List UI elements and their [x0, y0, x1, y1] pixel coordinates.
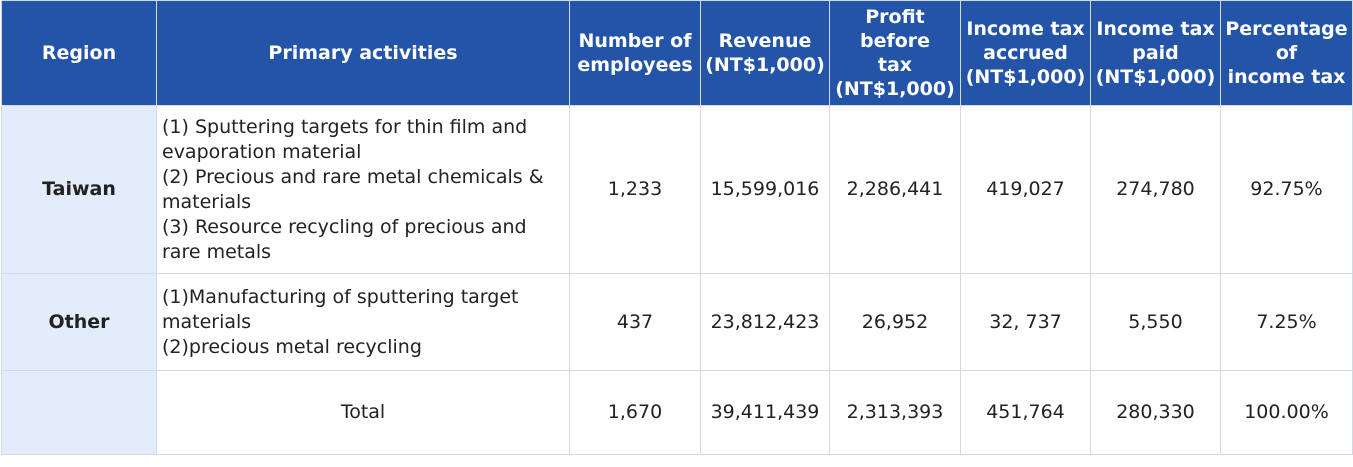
total-label: Total: [156, 370, 570, 455]
activity-item: (2) Precious and rare metal chemicals & …: [162, 165, 544, 213]
employees-cell: 1,670: [569, 370, 701, 455]
tax-paid-cell: 280,330: [1090, 370, 1221, 455]
percentage-cell: 92.75%: [1220, 105, 1353, 274]
tax-paid-cell: 274,780: [1090, 105, 1221, 274]
percentage-cell: 7.25%: [1220, 273, 1353, 371]
tax-accrued-cell: 451,764: [960, 370, 1091, 455]
profit-cell: 2,313,393: [829, 370, 961, 455]
table-row-other: Other (1)Manufacturing of sputtering tar…: [1, 273, 1353, 371]
revenue-cell: 15,599,016: [700, 105, 830, 274]
percentage-cell: 100.00%: [1220, 370, 1353, 455]
tax-accrued-cell: 419,027: [960, 105, 1091, 274]
header-employees: Number of employees: [569, 0, 701, 106]
table-row-total: Total 1,670 39,411,439 2,313,393 451,764…: [1, 370, 1353, 455]
activity-item: (1)Manufacturing of sputtering target ma…: [162, 285, 519, 333]
header-row: Region Primary activities Number of empl…: [1, 0, 1353, 106]
tax-accrued-cell: 32, 737: [960, 273, 1091, 371]
header-tax-accrued: Income tax accrued (NT$1,000): [960, 0, 1091, 106]
header-profit: Profit before tax (NT$1,000): [829, 0, 961, 106]
activity-item: (1) Sputtering targets for thin film and…: [162, 115, 528, 163]
employees-cell: 437: [569, 273, 701, 371]
activity-item: (2)precious metal recycling: [162, 335, 422, 358]
region-cell: Other: [1, 273, 157, 371]
income-tax-table: Region Primary activities Number of empl…: [1, 0, 1353, 455]
employees-cell: 1,233: [569, 105, 701, 274]
header-tax-paid: Income tax paid (NT$1,000): [1090, 0, 1221, 106]
profit-cell: 26,952: [829, 273, 961, 371]
header-region: Region: [1, 0, 157, 106]
region-cell: [1, 370, 157, 455]
profit-cell: 2,286,441: [829, 105, 961, 274]
tax-paid-cell: 5,550: [1090, 273, 1221, 371]
header-activities: Primary activities: [156, 0, 570, 106]
revenue-cell: 39,411,439: [700, 370, 830, 455]
activities-cell: (1)Manufacturing of sputtering target ma…: [156, 273, 570, 371]
revenue-cell: 23,812,423: [700, 273, 830, 371]
header-percentage: Percentage of income tax: [1220, 0, 1353, 106]
header-revenue: Revenue (NT$1,000): [700, 0, 830, 106]
region-cell: Taiwan: [1, 105, 157, 274]
activities-cell: (1) Sputtering targets for thin film and…: [156, 105, 570, 274]
activity-item: (3) Resource recycling of precious and r…: [162, 215, 527, 263]
table-row-taiwan: Taiwan (1) Sputtering targets for thin f…: [1, 105, 1353, 274]
